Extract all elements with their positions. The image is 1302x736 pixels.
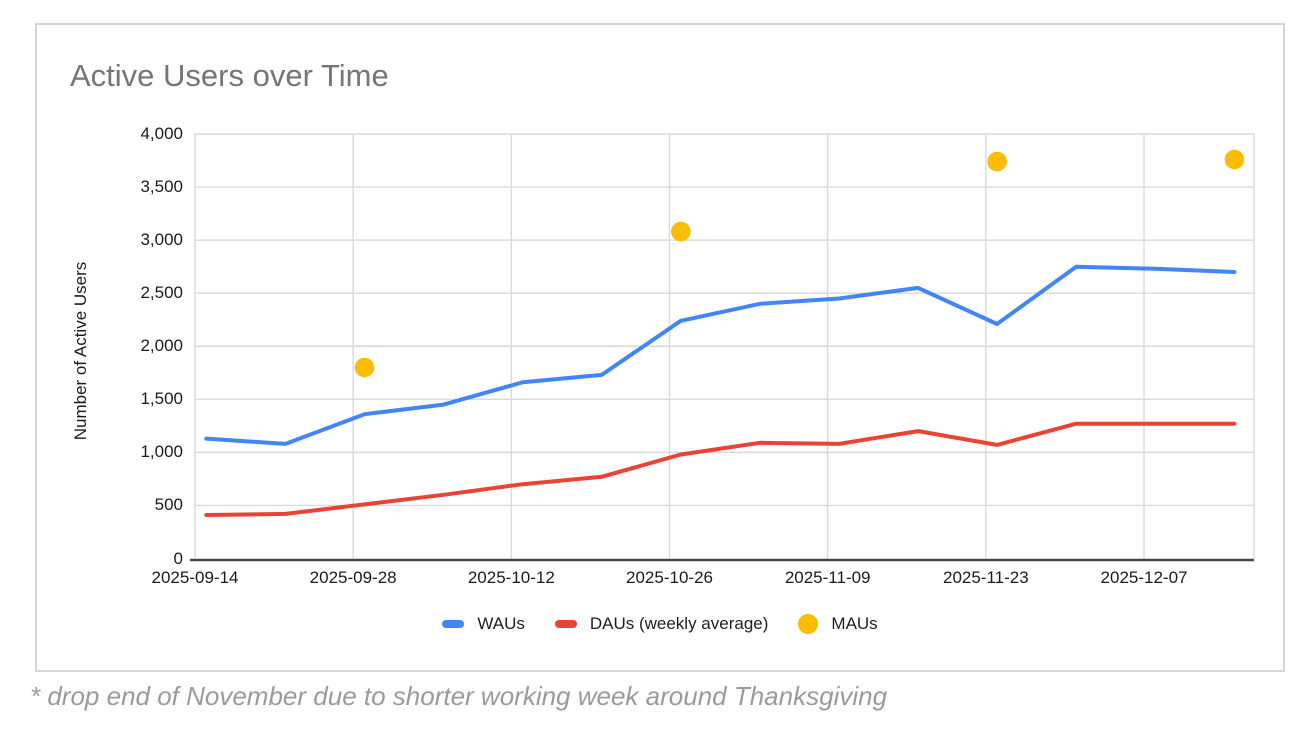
- legend-item-daus[interactable]: DAUs (weekly average): [554, 614, 769, 634]
- chart-footnote: * drop end of November due to shorter wo…: [30, 681, 888, 711]
- x-axis-tick-label: 2025-12-07: [1100, 568, 1188, 587]
- plot-area[interactable]: Number of Active Users: [37, 25, 1287, 674]
- legend-label-daus: DAUs (weekly average): [589, 614, 769, 633]
- waus-line-swatch-icon: [442, 620, 465, 628]
- legend-label-waus: WAUs: [477, 614, 525, 633]
- x-axis-tick-label: 2025-09-14: [151, 568, 239, 587]
- y-axis-tick-label: 1,000: [140, 442, 183, 462]
- x-axis-tick-label: 2025-10-12: [467, 568, 555, 587]
- legend-item-maus[interactable]: MAUs: [798, 614, 878, 634]
- x-axis-tick-label: 2025-11-09: [784, 568, 871, 587]
- y-axis-title: Number of Active Users: [71, 262, 90, 441]
- mau-data-point[interactable]: [671, 221, 691, 242]
- y-axis-tick-label: 4,000: [140, 124, 183, 143]
- waus-series-line[interactable]: [204, 264, 1237, 446]
- chart-card[interactable]: Number of Active Users Active Users over…: [35, 23, 1285, 672]
- maus-circle-swatch-icon: [798, 614, 819, 634]
- x-axis-tick-label: 2025-11-23: [942, 568, 1029, 587]
- y-axis-tick-label: 1,500: [140, 389, 183, 409]
- y-axis-tick-label: 2,500: [140, 283, 183, 303]
- x-axis-tick-label: 2025-10-26: [626, 568, 713, 587]
- x-axis-tick-label: 2025-09-28: [309, 568, 397, 587]
- legend-item-waus[interactable]: WAUs: [442, 614, 525, 634]
- mau-data-point[interactable]: [987, 151, 1007, 172]
- daus-line-swatch-icon: [554, 620, 577, 628]
- y-axis-tick-label: 0: [173, 548, 183, 568]
- mau-data-point[interactable]: [354, 357, 375, 378]
- chart-title: Active Users over Time: [70, 58, 389, 93]
- mau-data-point[interactable]: [1224, 149, 1245, 170]
- y-axis-tick-label: 3,000: [140, 230, 183, 250]
- daus-series-line[interactable]: [204, 421, 1237, 517]
- y-axis-tick-label: 3,500: [140, 177, 183, 197]
- legend: WAUs DAUs (weekly average) MAUs: [37, 614, 1283, 634]
- y-axis-tick-label: 2,000: [140, 336, 183, 356]
- legend-label-maus: MAUs: [831, 614, 878, 633]
- y-axis-tick-label: 500: [154, 495, 183, 515]
